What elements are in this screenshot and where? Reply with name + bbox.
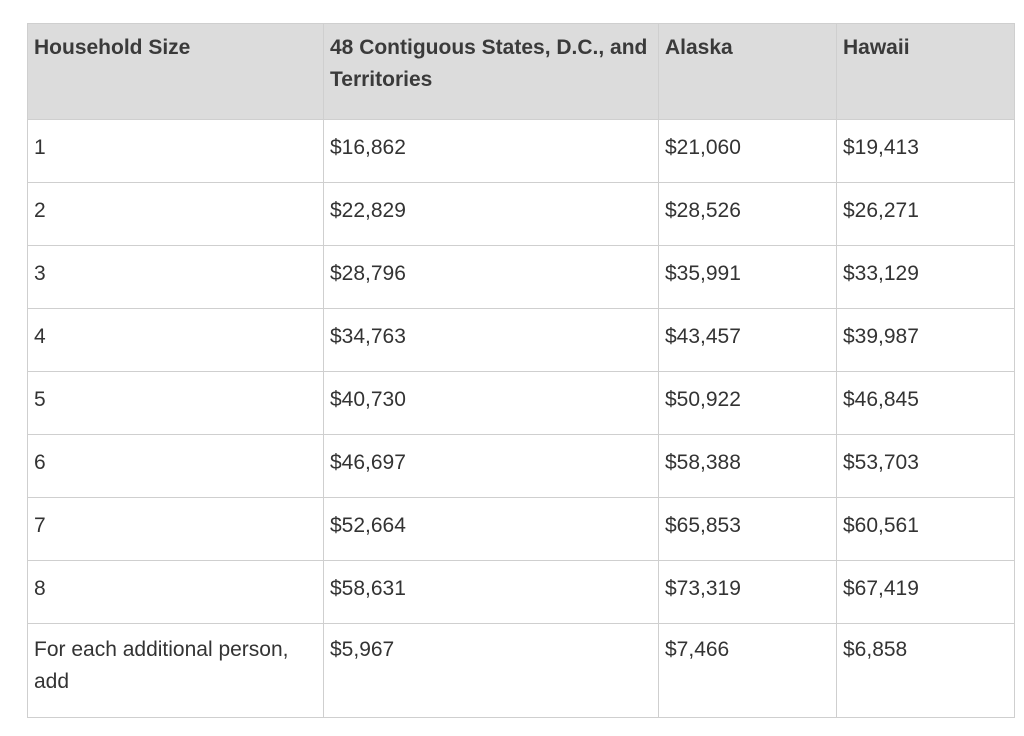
cell-hawaii: $46,845 (836, 371, 1015, 435)
cell-alaska: $21,060 (658, 119, 837, 183)
table-row-additional-person: For each additional person, add $5,967 $… (27, 623, 1015, 718)
cell-contiguous-states: $28,796 (323, 245, 659, 309)
cell-hawaii: $53,703 (836, 434, 1015, 498)
cell-hawaii: $6,858 (836, 623, 1015, 718)
header-household-size: Household Size (27, 23, 324, 120)
cell-contiguous-states: $40,730 (323, 371, 659, 435)
cell-alaska: $7,466 (658, 623, 837, 718)
table-row: 8 $58,631 $73,319 $67,419 (27, 560, 1015, 624)
cell-alaska: $50,922 (658, 371, 837, 435)
table-body: 1 $16,862 $21,060 $19,413 2 $22,829 $28,… (27, 119, 1015, 718)
header-hawaii: Hawaii (836, 23, 1015, 120)
cell-household-size: 3 (27, 245, 324, 309)
table-row: 7 $52,664 $65,853 $60,561 (27, 497, 1015, 561)
table-row: 2 $22,829 $28,526 $26,271 (27, 182, 1015, 246)
cell-contiguous-states: $58,631 (323, 560, 659, 624)
cell-hawaii: $26,271 (836, 182, 1015, 246)
income-table: Household Size 48 Contiguous States, D.C… (27, 23, 1015, 718)
cell-hawaii: $33,129 (836, 245, 1015, 309)
cell-household-size: 7 (27, 497, 324, 561)
header-row: Household Size 48 Contiguous States, D.C… (27, 23, 1015, 120)
table-row: 6 $46,697 $58,388 $53,703 (27, 434, 1015, 498)
cell-hawaii: $60,561 (836, 497, 1015, 561)
cell-alaska: $43,457 (658, 308, 837, 372)
table-row: 5 $40,730 $50,922 $46,845 (27, 371, 1015, 435)
table-row: 3 $28,796 $35,991 $33,129 (27, 245, 1015, 309)
cell-household-size: 2 (27, 182, 324, 246)
table-row: 1 $16,862 $21,060 $19,413 (27, 119, 1015, 183)
cell-household-size: 6 (27, 434, 324, 498)
cell-contiguous-states: $5,967 (323, 623, 659, 718)
cell-household-size: For each additional person, add (27, 623, 324, 718)
cell-alaska: $73,319 (658, 560, 837, 624)
cell-contiguous-states: $46,697 (323, 434, 659, 498)
cell-alaska: $58,388 (658, 434, 837, 498)
table-row: 4 $34,763 $43,457 $39,987 (27, 308, 1015, 372)
header-contiguous-states: 48 Contiguous States, D.C., and Territor… (323, 23, 659, 120)
cell-contiguous-states: $16,862 (323, 119, 659, 183)
table-header: Household Size 48 Contiguous States, D.C… (27, 23, 1015, 120)
cell-alaska: $65,853 (658, 497, 837, 561)
cell-alaska: $28,526 (658, 182, 837, 246)
cell-contiguous-states: $22,829 (323, 182, 659, 246)
cell-contiguous-states: $34,763 (323, 308, 659, 372)
cell-household-size: 5 (27, 371, 324, 435)
cell-household-size: 8 (27, 560, 324, 624)
header-alaska: Alaska (658, 23, 837, 120)
cell-household-size: 1 (27, 119, 324, 183)
cell-hawaii: $39,987 (836, 308, 1015, 372)
cell-contiguous-states: $52,664 (323, 497, 659, 561)
cell-household-size: 4 (27, 308, 324, 372)
cell-hawaii: $67,419 (836, 560, 1015, 624)
cell-alaska: $35,991 (658, 245, 837, 309)
cell-hawaii: $19,413 (836, 119, 1015, 183)
